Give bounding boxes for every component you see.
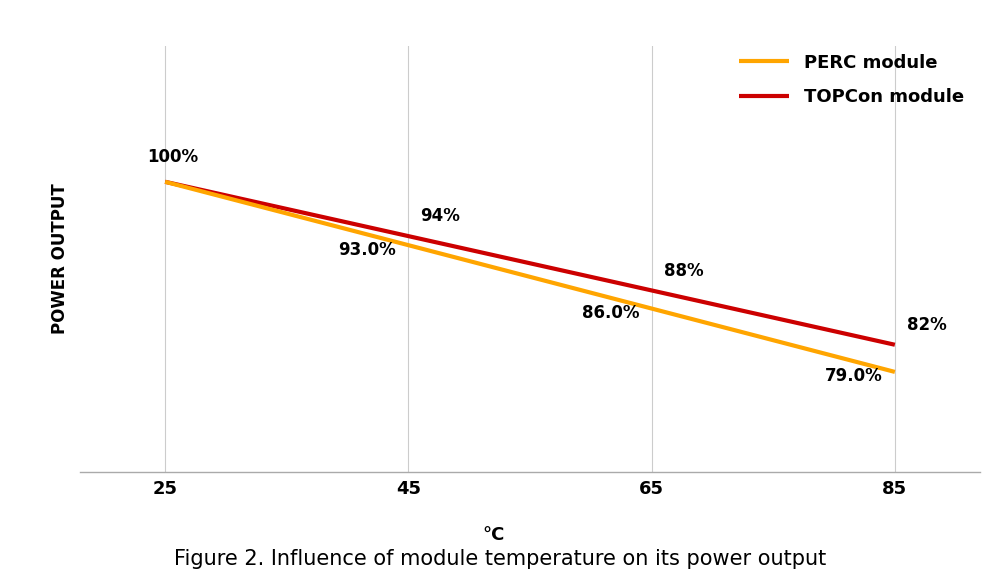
Text: Figure 2. Influence of module temperature on its power output: Figure 2. Influence of module temperatur…: [174, 549, 826, 569]
Text: 94%: 94%: [421, 207, 460, 225]
PERC module: [402, 242, 414, 248]
Text: 100%: 100%: [147, 148, 198, 166]
Text: °C: °C: [482, 526, 505, 544]
Text: 88%: 88%: [664, 262, 703, 279]
Text: 86.0%: 86.0%: [582, 304, 639, 322]
PERC module: [159, 178, 171, 185]
Legend: PERC module, TOPCon module: PERC module, TOPCon module: [731, 47, 971, 113]
TOPCon module: [646, 287, 658, 294]
Line: TOPCon module: TOPCon module: [165, 182, 895, 345]
Text: 93.0%: 93.0%: [338, 241, 396, 259]
Y-axis label: POWER OUTPUT: POWER OUTPUT: [51, 183, 69, 334]
PERC module: [646, 305, 658, 312]
TOPCon module: [889, 342, 901, 348]
TOPCon module: [159, 178, 171, 185]
TOPCon module: [402, 233, 414, 240]
PERC module: [889, 369, 901, 375]
Line: PERC module: PERC module: [165, 182, 895, 372]
Text: 82%: 82%: [907, 316, 947, 334]
Text: 79.0%: 79.0%: [825, 367, 883, 385]
